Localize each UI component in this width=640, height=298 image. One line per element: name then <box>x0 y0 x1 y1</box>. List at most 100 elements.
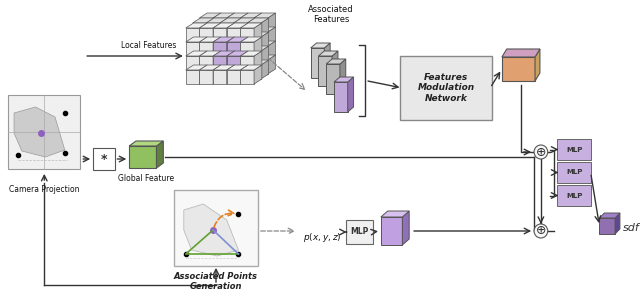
Polygon shape <box>200 28 213 42</box>
Polygon shape <box>326 59 346 64</box>
Polygon shape <box>334 82 348 112</box>
Polygon shape <box>261 32 269 51</box>
Polygon shape <box>206 51 220 65</box>
Polygon shape <box>310 48 324 78</box>
FancyBboxPatch shape <box>557 185 591 206</box>
Polygon shape <box>241 70 254 84</box>
FancyBboxPatch shape <box>557 139 591 160</box>
Polygon shape <box>186 56 200 70</box>
Polygon shape <box>213 23 234 28</box>
Polygon shape <box>213 37 221 56</box>
Polygon shape <box>213 42 227 56</box>
Polygon shape <box>234 60 255 65</box>
Polygon shape <box>254 55 262 74</box>
Polygon shape <box>247 60 269 65</box>
Polygon shape <box>200 56 213 70</box>
Polygon shape <box>220 37 234 51</box>
Polygon shape <box>227 65 248 70</box>
Polygon shape <box>234 46 241 65</box>
Polygon shape <box>254 41 275 46</box>
Polygon shape <box>220 18 241 23</box>
Polygon shape <box>227 13 234 32</box>
Polygon shape <box>213 51 234 56</box>
Polygon shape <box>227 18 241 32</box>
Polygon shape <box>227 51 234 70</box>
Polygon shape <box>234 23 247 37</box>
Polygon shape <box>254 18 268 32</box>
FancyBboxPatch shape <box>557 162 591 183</box>
Polygon shape <box>268 13 275 32</box>
Polygon shape <box>227 28 241 42</box>
Polygon shape <box>268 27 275 46</box>
Polygon shape <box>234 18 255 23</box>
Polygon shape <box>200 27 221 32</box>
Polygon shape <box>220 32 241 37</box>
Polygon shape <box>261 60 269 79</box>
Polygon shape <box>234 32 241 51</box>
Polygon shape <box>268 55 275 74</box>
Polygon shape <box>254 32 268 46</box>
Polygon shape <box>234 18 241 37</box>
Polygon shape <box>193 46 214 51</box>
Polygon shape <box>14 107 65 157</box>
Polygon shape <box>241 27 262 32</box>
Polygon shape <box>310 43 330 48</box>
Polygon shape <box>241 65 248 84</box>
Polygon shape <box>200 70 213 84</box>
Polygon shape <box>241 23 262 28</box>
Polygon shape <box>213 51 221 70</box>
Polygon shape <box>241 42 254 56</box>
Polygon shape <box>213 65 221 84</box>
FancyBboxPatch shape <box>8 95 81 169</box>
Polygon shape <box>227 65 234 84</box>
Polygon shape <box>200 37 221 42</box>
Text: Associated
Features: Associated Features <box>308 5 354 24</box>
Polygon shape <box>227 46 241 60</box>
Polygon shape <box>213 13 221 32</box>
Polygon shape <box>200 60 213 74</box>
Polygon shape <box>213 28 227 42</box>
Polygon shape <box>200 65 221 70</box>
Polygon shape <box>324 43 330 78</box>
Polygon shape <box>213 55 234 60</box>
Polygon shape <box>241 32 254 46</box>
Polygon shape <box>600 213 620 218</box>
Polygon shape <box>213 46 227 60</box>
Text: MLP: MLP <box>566 170 582 176</box>
Polygon shape <box>129 141 163 146</box>
Polygon shape <box>200 23 207 42</box>
Polygon shape <box>535 49 540 81</box>
Polygon shape <box>241 60 254 74</box>
Polygon shape <box>247 60 255 79</box>
FancyBboxPatch shape <box>93 148 115 170</box>
Polygon shape <box>186 37 207 42</box>
Polygon shape <box>254 41 262 60</box>
FancyBboxPatch shape <box>401 56 492 120</box>
Polygon shape <box>254 13 262 32</box>
Polygon shape <box>213 41 234 46</box>
Text: Local Features: Local Features <box>121 41 177 50</box>
Polygon shape <box>200 37 207 56</box>
Polygon shape <box>254 23 262 42</box>
Polygon shape <box>213 60 227 74</box>
Polygon shape <box>206 18 214 37</box>
Polygon shape <box>213 27 221 46</box>
Polygon shape <box>254 65 262 84</box>
Polygon shape <box>213 23 221 42</box>
Polygon shape <box>241 41 262 46</box>
Polygon shape <box>241 46 254 60</box>
Text: Camera Projection: Camera Projection <box>9 185 79 194</box>
Polygon shape <box>220 65 234 79</box>
Polygon shape <box>227 32 241 46</box>
Polygon shape <box>200 41 221 46</box>
Polygon shape <box>247 23 261 37</box>
Polygon shape <box>213 37 234 42</box>
Polygon shape <box>227 55 234 74</box>
Polygon shape <box>227 23 248 28</box>
Polygon shape <box>381 211 409 217</box>
Polygon shape <box>340 59 346 94</box>
Polygon shape <box>600 218 615 234</box>
Polygon shape <box>186 70 200 84</box>
Polygon shape <box>200 32 213 46</box>
Polygon shape <box>241 27 248 46</box>
